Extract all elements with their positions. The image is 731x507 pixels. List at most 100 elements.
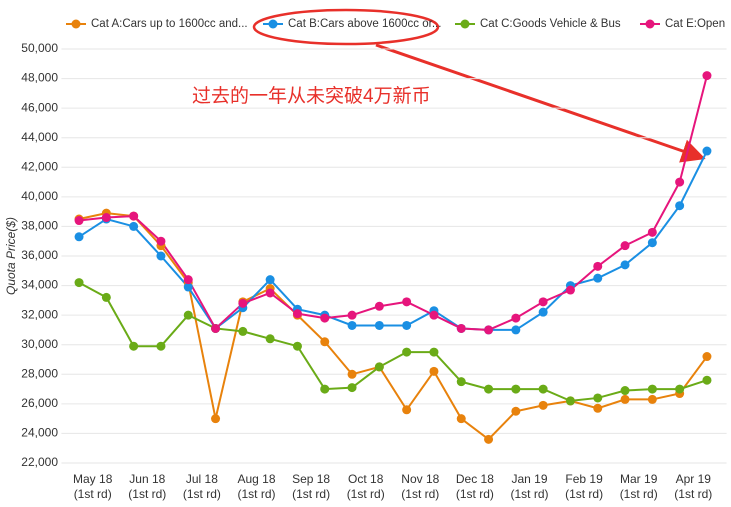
data-point	[265, 288, 275, 298]
x-tick-label: Dec 18 (1st rd)	[456, 472, 494, 501]
data-point	[292, 309, 302, 319]
data-point	[183, 275, 193, 285]
y-tick-label: 34,000	[21, 278, 58, 292]
annotation: 过去的一年从未突破4万新币	[192, 85, 431, 107]
y-tick-label: 40,000	[21, 189, 58, 203]
data-point	[374, 362, 384, 372]
y-tick-label: 44,000	[21, 130, 58, 144]
data-point	[593, 393, 603, 403]
data-point	[456, 414, 466, 424]
annotation-arrow	[375, 43, 706, 163]
data-point	[511, 325, 521, 335]
x-tick-label: Jul 18 (1st rd)	[183, 472, 221, 501]
data-point	[511, 313, 521, 323]
data-point	[456, 377, 466, 387]
data-point	[238, 326, 248, 336]
data-point	[593, 403, 603, 413]
legend-label: Cat E:Open	[665, 18, 725, 30]
series-line	[78, 212, 708, 441]
data-point	[129, 341, 139, 351]
data-point	[593, 261, 603, 271]
data-point	[538, 307, 548, 317]
y-tick-label: 46,000	[21, 100, 58, 114]
data-point	[702, 352, 712, 362]
data-point	[129, 211, 139, 221]
data-point	[101, 213, 111, 223]
data-point	[538, 384, 548, 394]
y-tick-label: 30,000	[21, 337, 58, 351]
y-tick-label: 26,000	[21, 396, 58, 410]
data-point	[292, 341, 302, 351]
data-point	[402, 347, 412, 357]
data-point	[647, 394, 657, 404]
data-point	[620, 260, 630, 270]
legend-swatch	[268, 19, 278, 29]
series-line	[78, 281, 708, 402]
y-tick-label: 42,000	[21, 159, 58, 173]
data-point	[347, 320, 357, 330]
data-point	[429, 310, 439, 320]
series-line	[78, 150, 708, 331]
x-tick-label: Oct 18 (1st rd)	[347, 472, 385, 501]
data-point	[484, 434, 494, 444]
data-point	[538, 400, 548, 410]
data-point	[620, 386, 630, 396]
y-tick-label: 32,000	[21, 307, 58, 321]
data-point	[183, 310, 193, 320]
legend-label: Cat C:Goods Vehicle & Bus	[480, 18, 621, 30]
data-point	[511, 406, 521, 416]
data-point	[484, 325, 494, 335]
data-point	[320, 384, 330, 394]
data-point	[702, 146, 712, 156]
legend-label: Cat A:Cars up to 1600cc and...	[91, 18, 248, 30]
data-point	[429, 347, 439, 357]
data-point	[647, 384, 657, 394]
data-point	[265, 275, 275, 285]
data-point	[511, 384, 521, 394]
data-point	[402, 320, 412, 330]
y-tick-label: 36,000	[21, 248, 58, 262]
data-point	[156, 251, 166, 261]
data-point	[675, 177, 685, 187]
x-tick-label: Apr 19 (1st rd)	[674, 472, 712, 501]
y-tick-label: 38,000	[21, 219, 58, 233]
data-point	[620, 241, 630, 251]
data-point	[211, 414, 221, 424]
y-tick-label: 28,000	[21, 366, 58, 380]
data-point	[156, 341, 166, 351]
legend-label: Cat B:Cars above 1600cc or...	[288, 18, 441, 30]
data-point	[538, 297, 548, 307]
data-point	[675, 201, 685, 211]
data-point	[456, 323, 466, 333]
data-point	[183, 282, 193, 292]
data-point	[374, 320, 384, 330]
data-point	[484, 384, 494, 394]
x-tick-label: Sep 18 (1st rd)	[292, 472, 330, 501]
x-tick-label: Nov 18 (1st rd)	[401, 472, 439, 501]
data-point	[347, 310, 357, 320]
y-tick-label: 50,000	[21, 41, 58, 55]
y-axis-label: Quota Price($)	[4, 217, 18, 295]
x-tick-label: May 18 (1st rd)	[73, 472, 113, 501]
data-point	[320, 337, 330, 347]
data-point	[374, 301, 384, 311]
data-point	[647, 238, 657, 248]
data-point	[74, 216, 84, 226]
data-point	[593, 273, 603, 283]
legend-swatch	[645, 19, 655, 29]
data-point	[429, 366, 439, 376]
highlight-ellipse	[252, 8, 440, 46]
x-tick-label: Jun 18 (1st rd)	[128, 472, 166, 501]
data-point	[647, 227, 657, 237]
data-point	[565, 285, 575, 295]
data-point	[347, 383, 357, 393]
y-tick-label: 22,000	[21, 455, 58, 469]
data-point	[238, 298, 248, 308]
x-tick-label: Mar 19 (1st rd)	[620, 472, 658, 501]
data-point	[402, 297, 412, 307]
data-point	[702, 375, 712, 385]
data-point	[74, 232, 84, 242]
data-point	[74, 278, 84, 288]
data-point	[156, 236, 166, 246]
x-tick-label: Feb 19 (1st rd)	[565, 472, 603, 501]
